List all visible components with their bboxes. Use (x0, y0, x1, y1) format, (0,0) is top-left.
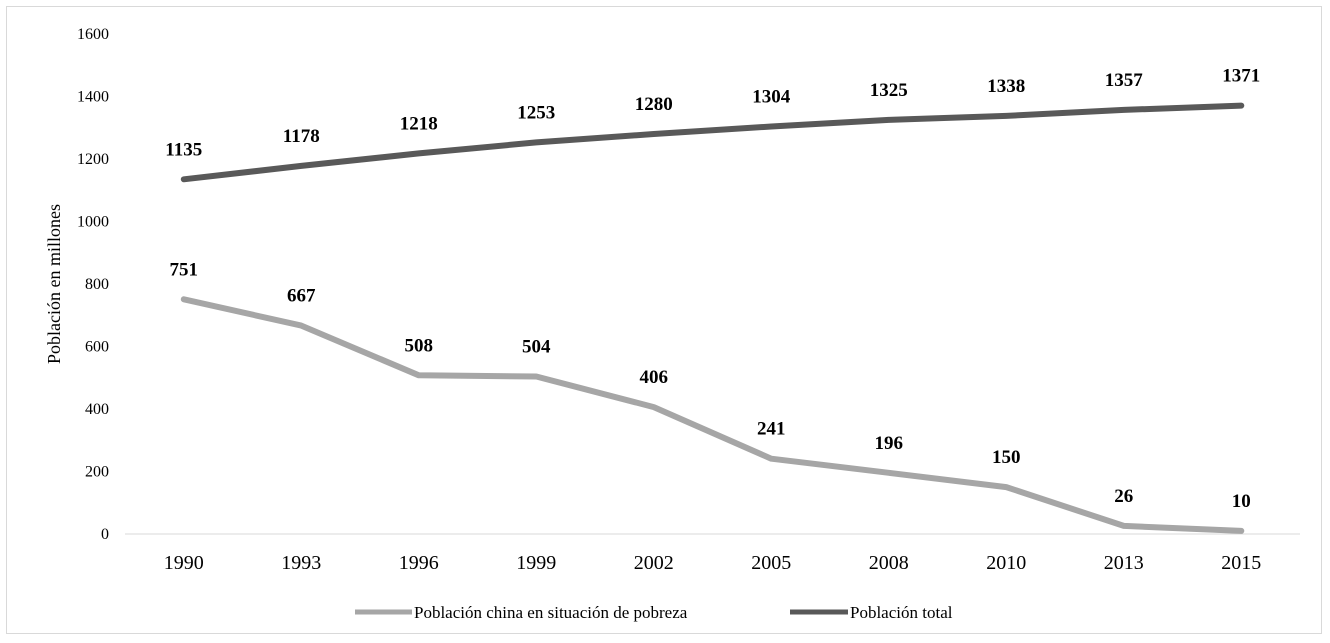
x-tick-label: 2005 (751, 552, 791, 574)
legend-label-total: Población total (850, 603, 953, 622)
series-layer (180, 102, 1245, 534)
data-label-poverty: 241 (757, 419, 786, 440)
x-tick-label: 1990 (164, 552, 204, 574)
y-tick-label: 1400 (77, 89, 109, 106)
data-label-poverty: 26 (1114, 486, 1133, 507)
legend-label-poverty: Población china en situación de pobreza (414, 603, 688, 622)
chart-frame (6, 6, 1322, 634)
y-tick-label: 800 (85, 276, 109, 293)
y-axis-ticks: 0 200 400 600 800 1000 1200 1400 1600 (77, 26, 109, 543)
data-label-total: 1371 (1222, 66, 1260, 87)
data-label-poverty: 150 (992, 447, 1021, 468)
data-label-total: 1280 (635, 94, 673, 115)
data-label-poverty: 504 (522, 337, 551, 358)
data-label-total: 1304 (752, 87, 791, 108)
y-tick-label: 1000 (77, 214, 109, 231)
data-label-poverty: 751 (170, 259, 199, 280)
data-label-total: 1357 (1105, 70, 1144, 91)
y-tick-label: 1200 (77, 151, 109, 168)
data-label-total: 1218 (400, 113, 438, 134)
legend: Población china en situación de pobreza … (355, 603, 953, 622)
data-label-total: 1338 (987, 76, 1025, 97)
y-tick-label: 600 (85, 339, 109, 356)
x-tick-label: 2013 (1104, 552, 1144, 574)
y-tick-label: 400 (85, 401, 109, 418)
y-axis-title: Población en millones (44, 204, 64, 364)
x-tick-label: 1993 (281, 552, 321, 574)
x-tick-label: 2010 (986, 552, 1026, 574)
data-labels: 751 667 508 504 406 241 196 150 26 10 1135 1178 1218… (165, 66, 1260, 512)
data-label-poverty: 406 (640, 367, 669, 388)
data-label-poverty: 667 (287, 286, 316, 307)
data-label-poverty: 508 (405, 335, 434, 356)
x-tick-label: 2008 (869, 552, 909, 574)
data-label-poverty: 196 (875, 433, 904, 454)
data-label-total: 1325 (870, 80, 908, 101)
y-tick-label: 0 (101, 526, 109, 543)
data-label-total: 1253 (517, 102, 555, 123)
x-axis-ticks: 1990 1993 1996 1999 2002 2005 2008 2010 2013 2015 (164, 552, 1262, 574)
x-tick-label: 1996 (399, 552, 439, 574)
series-line-poverty (180, 296, 1245, 534)
y-tick-label: 1600 (77, 26, 109, 43)
y-tick-label: 200 (85, 464, 109, 481)
x-tick-label: 2015 (1221, 552, 1261, 574)
x-tick-label: 2002 (634, 552, 674, 574)
series-line-total (180, 102, 1245, 183)
data-label-total: 1135 (165, 139, 202, 160)
x-tick-label: 1999 (516, 552, 556, 574)
data-label-poverty: 10 (1232, 491, 1251, 512)
data-label-total: 1178 (283, 126, 320, 147)
